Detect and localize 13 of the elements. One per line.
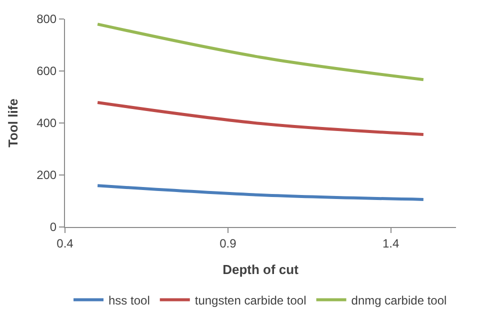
y-tick-label: 600 bbox=[36, 64, 57, 78]
y-tick-label: 0 bbox=[50, 220, 57, 234]
legend-label: dnmg carbide tool bbox=[351, 293, 447, 308]
legend-label: tungsten carbide tool bbox=[194, 293, 306, 308]
x-tick-label: 1.4 bbox=[382, 236, 400, 250]
x-tick-label: 0.9 bbox=[220, 236, 237, 250]
y-axis-title: Tool life bbox=[6, 98, 21, 148]
x-axis-title: Depth of cut bbox=[222, 262, 300, 277]
y-tick-label: 200 bbox=[36, 168, 57, 182]
legend-label: hss tool bbox=[108, 293, 150, 308]
x-tick-label: 0.4 bbox=[56, 236, 74, 250]
y-tick-label: 800 bbox=[36, 12, 57, 26]
y-tick-label: 400 bbox=[36, 116, 57, 130]
